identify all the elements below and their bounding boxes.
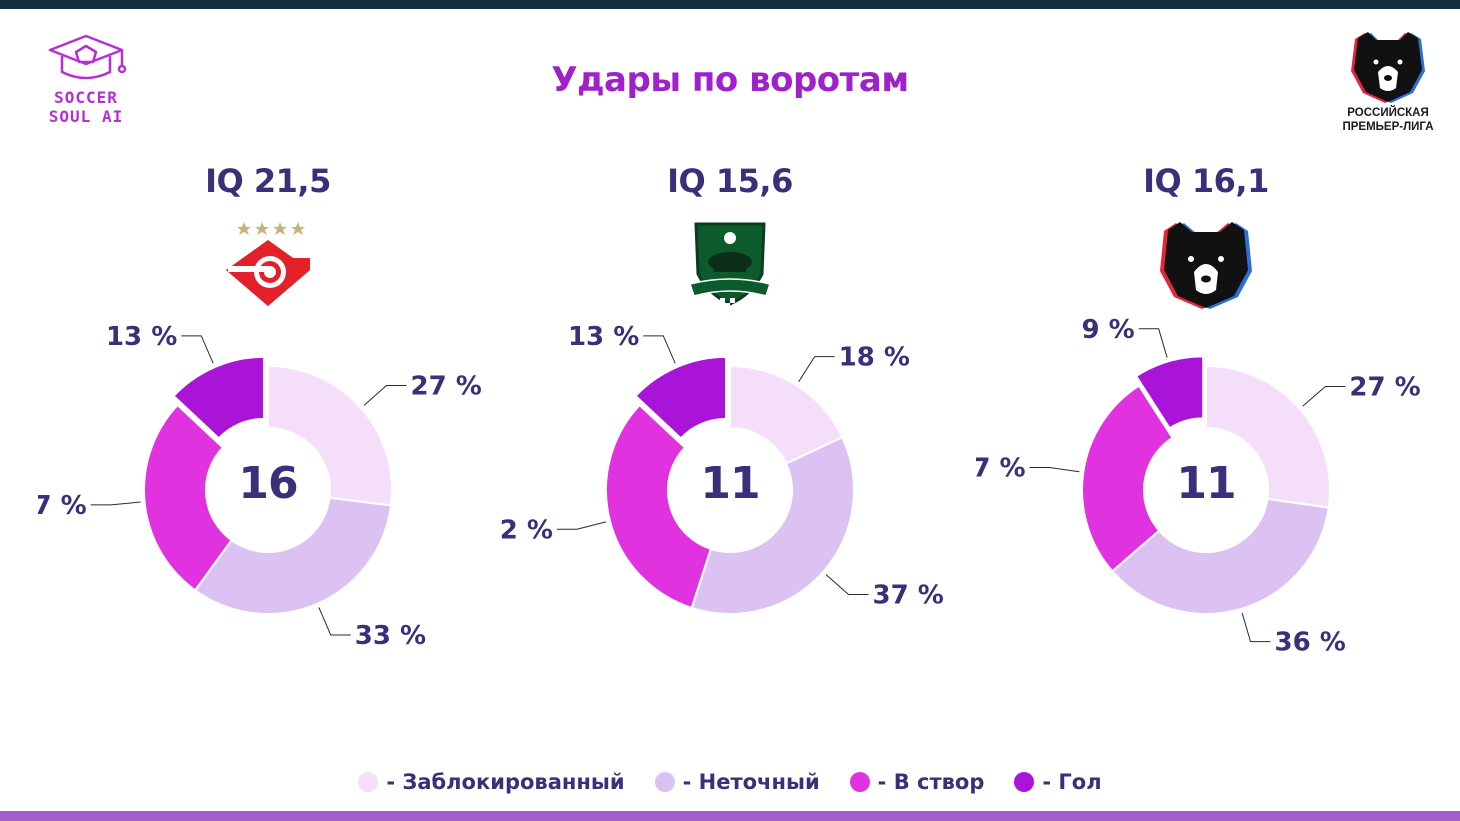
donut-chart-3: 27 % 36 % 27 % 9 % (976, 315, 1421, 658)
soccer-soul-ai-logo: SOCCER SOUL AI (36, 32, 136, 126)
slice-percent-label: 27 % (1349, 373, 1420, 403)
legend-swatch (1014, 772, 1035, 792)
leader-line (90, 501, 141, 506)
slice-percent-label: 37 % (873, 580, 944, 610)
legend-swatch (358, 772, 379, 792)
leader-line (363, 385, 407, 406)
legend-item-goal: - Гол (1014, 770, 1102, 794)
slice-on-target (605, 403, 713, 610)
brand-name: SOCCER SOUL AI (36, 88, 136, 126)
donut-chart-2: 18 % 37 % 32 % 13 % (500, 322, 944, 615)
slice-missed (193, 496, 393, 615)
legend-item-on-target: - В створ (849, 770, 985, 794)
slice-percent-label: 32 % (500, 515, 553, 545)
slice-blocked (1205, 364, 1331, 509)
slice-blocked (729, 364, 844, 465)
slice-percent-label: 13 % (106, 322, 177, 352)
league-line-1: РОССИЙСКАЯ (1347, 107, 1429, 119)
bottom-bar (0, 811, 1460, 821)
slice-percent-label: 27 % (976, 454, 1026, 484)
leader-line (1302, 386, 1346, 407)
leader-line (1029, 467, 1080, 473)
slice-missed (690, 435, 855, 615)
leader-line (825, 574, 869, 595)
top-bar (0, 0, 1460, 9)
soccer-ball-cap-icon (48, 34, 127, 80)
leader-line (1138, 328, 1168, 358)
chart-subtitle: IQ 15,6 (667, 162, 793, 200)
league-line-2: ПРЕМЬЕР-ЛИГА (1342, 121, 1434, 133)
center-total: 11 (1176, 458, 1236, 509)
slice-percent-label: 13 % (568, 322, 639, 352)
legend: - Заблокированный - Неточный - В створ -… (0, 770, 1460, 794)
donut-chart-1: 27 % 33 % 27 % 13 % (38, 322, 482, 651)
slice-goal (172, 355, 266, 440)
slice-percent-label: 18 % (839, 343, 910, 373)
brand-line-1: SOCCER (54, 88, 118, 107)
center-total: 11 (700, 458, 760, 509)
slice-percent-label: 27 % (38, 491, 87, 521)
center-total: 16 (238, 458, 298, 509)
chart-subtitle: IQ 21,5 (205, 162, 331, 200)
legend-label: - Заблокированный (386, 770, 625, 794)
krasnodar-logo-icon (680, 218, 780, 312)
rpl-logo: РОССИЙСКАЯ ПРЕМЬЕР-ЛИГА (1328, 28, 1448, 138)
slice-percent-label: 36 % (1275, 628, 1346, 658)
bear-icon (1351, 32, 1425, 103)
leader-line (318, 607, 351, 636)
legend-item-missed: - Неточный (654, 770, 820, 794)
spartak-logo-icon (218, 218, 318, 312)
legend-swatch (849, 772, 870, 792)
legend-item-blocked: - Заблокированный (358, 770, 625, 794)
page-title: Удары по воротам (551, 60, 909, 100)
legend-swatch (654, 772, 675, 792)
leader-line (643, 335, 676, 364)
chart-panel-2: IQ 15,6 18 % 37 % 32 % 13 % 11 (500, 160, 960, 660)
legend-label: - Гол (1042, 770, 1102, 794)
league-name: РОССИЙСКАЯ ПРЕМЬЕР-ЛИГА (1328, 106, 1448, 134)
leader-line (1241, 612, 1271, 643)
brand-line-2: SOUL AI (48, 107, 124, 126)
slice-on-target (1081, 384, 1174, 573)
chart-subtitle: IQ 16,1 (1143, 162, 1269, 200)
rpl-bear-logo-icon (1156, 218, 1256, 312)
slice-percent-label: 27 % (411, 372, 482, 402)
legend-label: - В створ (877, 770, 985, 794)
slice-missed (1110, 497, 1330, 615)
chart-panel-3: IQ 16,1 27 % 36 % 27 % 9 % 11 (976, 160, 1436, 660)
slice-goal (634, 355, 728, 440)
leader-line (798, 356, 835, 383)
slice-on-target (143, 403, 233, 592)
slice-goal (1134, 355, 1205, 430)
chart-panel-1: IQ 21,5 27 % 33 % 27 % 13 % 16 (38, 160, 498, 660)
legend-label: - Неточный (682, 770, 820, 794)
leader-line (181, 335, 214, 364)
slice-percent-label: 33 % (355, 621, 426, 651)
slice-blocked (267, 364, 393, 507)
slice-percent-label: 9 % (1081, 315, 1134, 345)
leader-line (556, 521, 607, 530)
